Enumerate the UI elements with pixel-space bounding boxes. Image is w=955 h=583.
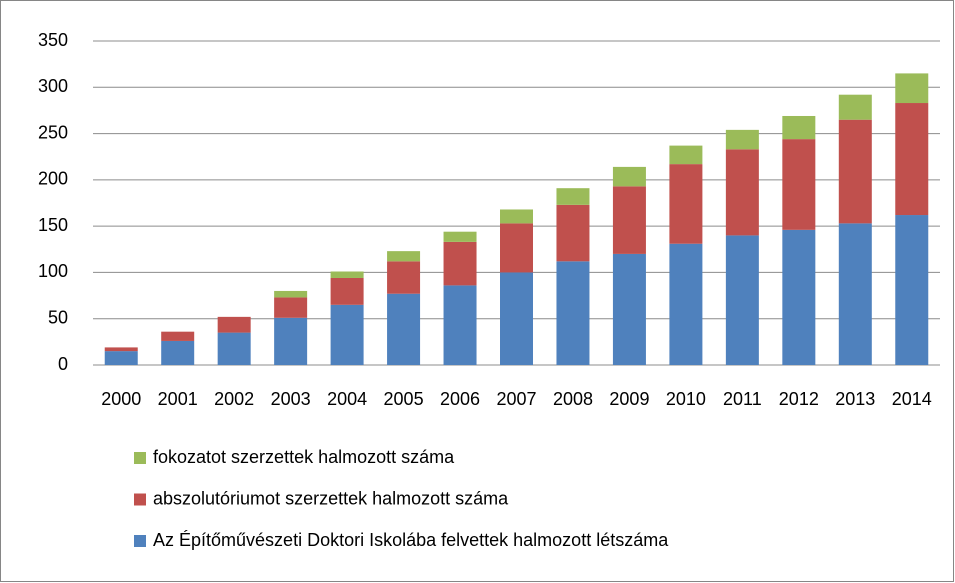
- x-tick-label: 2007: [496, 389, 536, 409]
- bar-segment: [838, 223, 872, 365]
- legend-label: fokozatot szerzettek halmozott száma: [153, 447, 455, 467]
- legend-swatch: [134, 452, 146, 464]
- x-tick-label: 2010: [666, 389, 706, 409]
- bar-segment: [895, 103, 929, 216]
- y-tick-label: 250: [38, 122, 68, 142]
- x-tick-label: 2009: [609, 389, 649, 409]
- bar-segment: [443, 231, 477, 242]
- x-tick-label: 2008: [553, 389, 593, 409]
- bar-segment: [556, 188, 590, 205]
- bar-segment: [104, 347, 138, 352]
- x-tick-label: 2006: [440, 389, 480, 409]
- bar-segment: [330, 277, 364, 305]
- bar-segment: [161, 331, 195, 341]
- x-tick-label: 2011: [723, 389, 762, 409]
- bar-segment: [330, 304, 364, 365]
- x-tick-label: 2003: [271, 389, 311, 409]
- legend-swatch: [134, 535, 146, 547]
- bar-segment: [669, 243, 703, 365]
- bar-segment: [669, 145, 703, 165]
- bar-segment: [895, 215, 929, 365]
- y-tick-label: 50: [48, 307, 68, 327]
- bar-segment: [387, 293, 421, 365]
- bar-segment: [782, 139, 816, 230]
- bar-segment: [725, 129, 759, 150]
- bar-segment: [387, 251, 421, 262]
- x-tick-label: 2012: [779, 389, 819, 409]
- x-tick-label: 2014: [892, 389, 932, 409]
- bar-segment: [838, 94, 872, 120]
- bar-segment: [556, 204, 590, 262]
- bar-segment: [217, 316, 251, 333]
- bar-segment: [612, 253, 646, 365]
- y-tick-label: 300: [38, 76, 68, 96]
- bar-segment: [612, 166, 646, 187]
- bar-segment: [725, 149, 759, 236]
- bar-segment: [274, 297, 308, 318]
- bar-segment: [895, 73, 929, 104]
- legend-label: Az Építőművészeti Doktori Iskolába felve…: [153, 530, 669, 550]
- bar-segment: [161, 340, 195, 365]
- bar-segment: [669, 164, 703, 244]
- x-tick-label: 2004: [327, 389, 367, 409]
- y-tick-label: 150: [38, 215, 68, 235]
- bar-segment: [725, 235, 759, 365]
- x-tick-label: 2005: [384, 389, 424, 409]
- bar-segment: [612, 186, 646, 254]
- bar-segment: [274, 290, 308, 298]
- bar-segment: [500, 209, 533, 224]
- y-tick-label: 350: [38, 30, 68, 50]
- bar-segment: [500, 272, 533, 365]
- bar-segment: [556, 261, 590, 365]
- bar-segment: [443, 241, 477, 286]
- bar-segment: [387, 261, 421, 294]
- bar-segment: [104, 351, 138, 365]
- bar-segment: [500, 223, 533, 273]
- bar-segment: [782, 115, 816, 140]
- legend-swatch: [134, 493, 146, 506]
- x-tick-label: 2001: [158, 389, 198, 409]
- bar-segment: [443, 285, 477, 365]
- x-tick-label: 2000: [101, 389, 141, 409]
- legend-label: abszolutóriumot szerzettek halmozott szá…: [153, 488, 509, 508]
- bar-segment: [217, 332, 251, 365]
- y-tick-label: 200: [38, 169, 68, 189]
- y-tick-label: 0: [58, 354, 68, 374]
- bar-segment: [274, 317, 308, 365]
- bar-segment: [330, 271, 364, 278]
- y-tick-label: 100: [38, 261, 68, 281]
- bar-segment: [838, 119, 872, 224]
- x-tick-label: 2013: [835, 389, 875, 409]
- x-tick-label: 2002: [214, 389, 254, 409]
- bar-segment: [782, 229, 816, 365]
